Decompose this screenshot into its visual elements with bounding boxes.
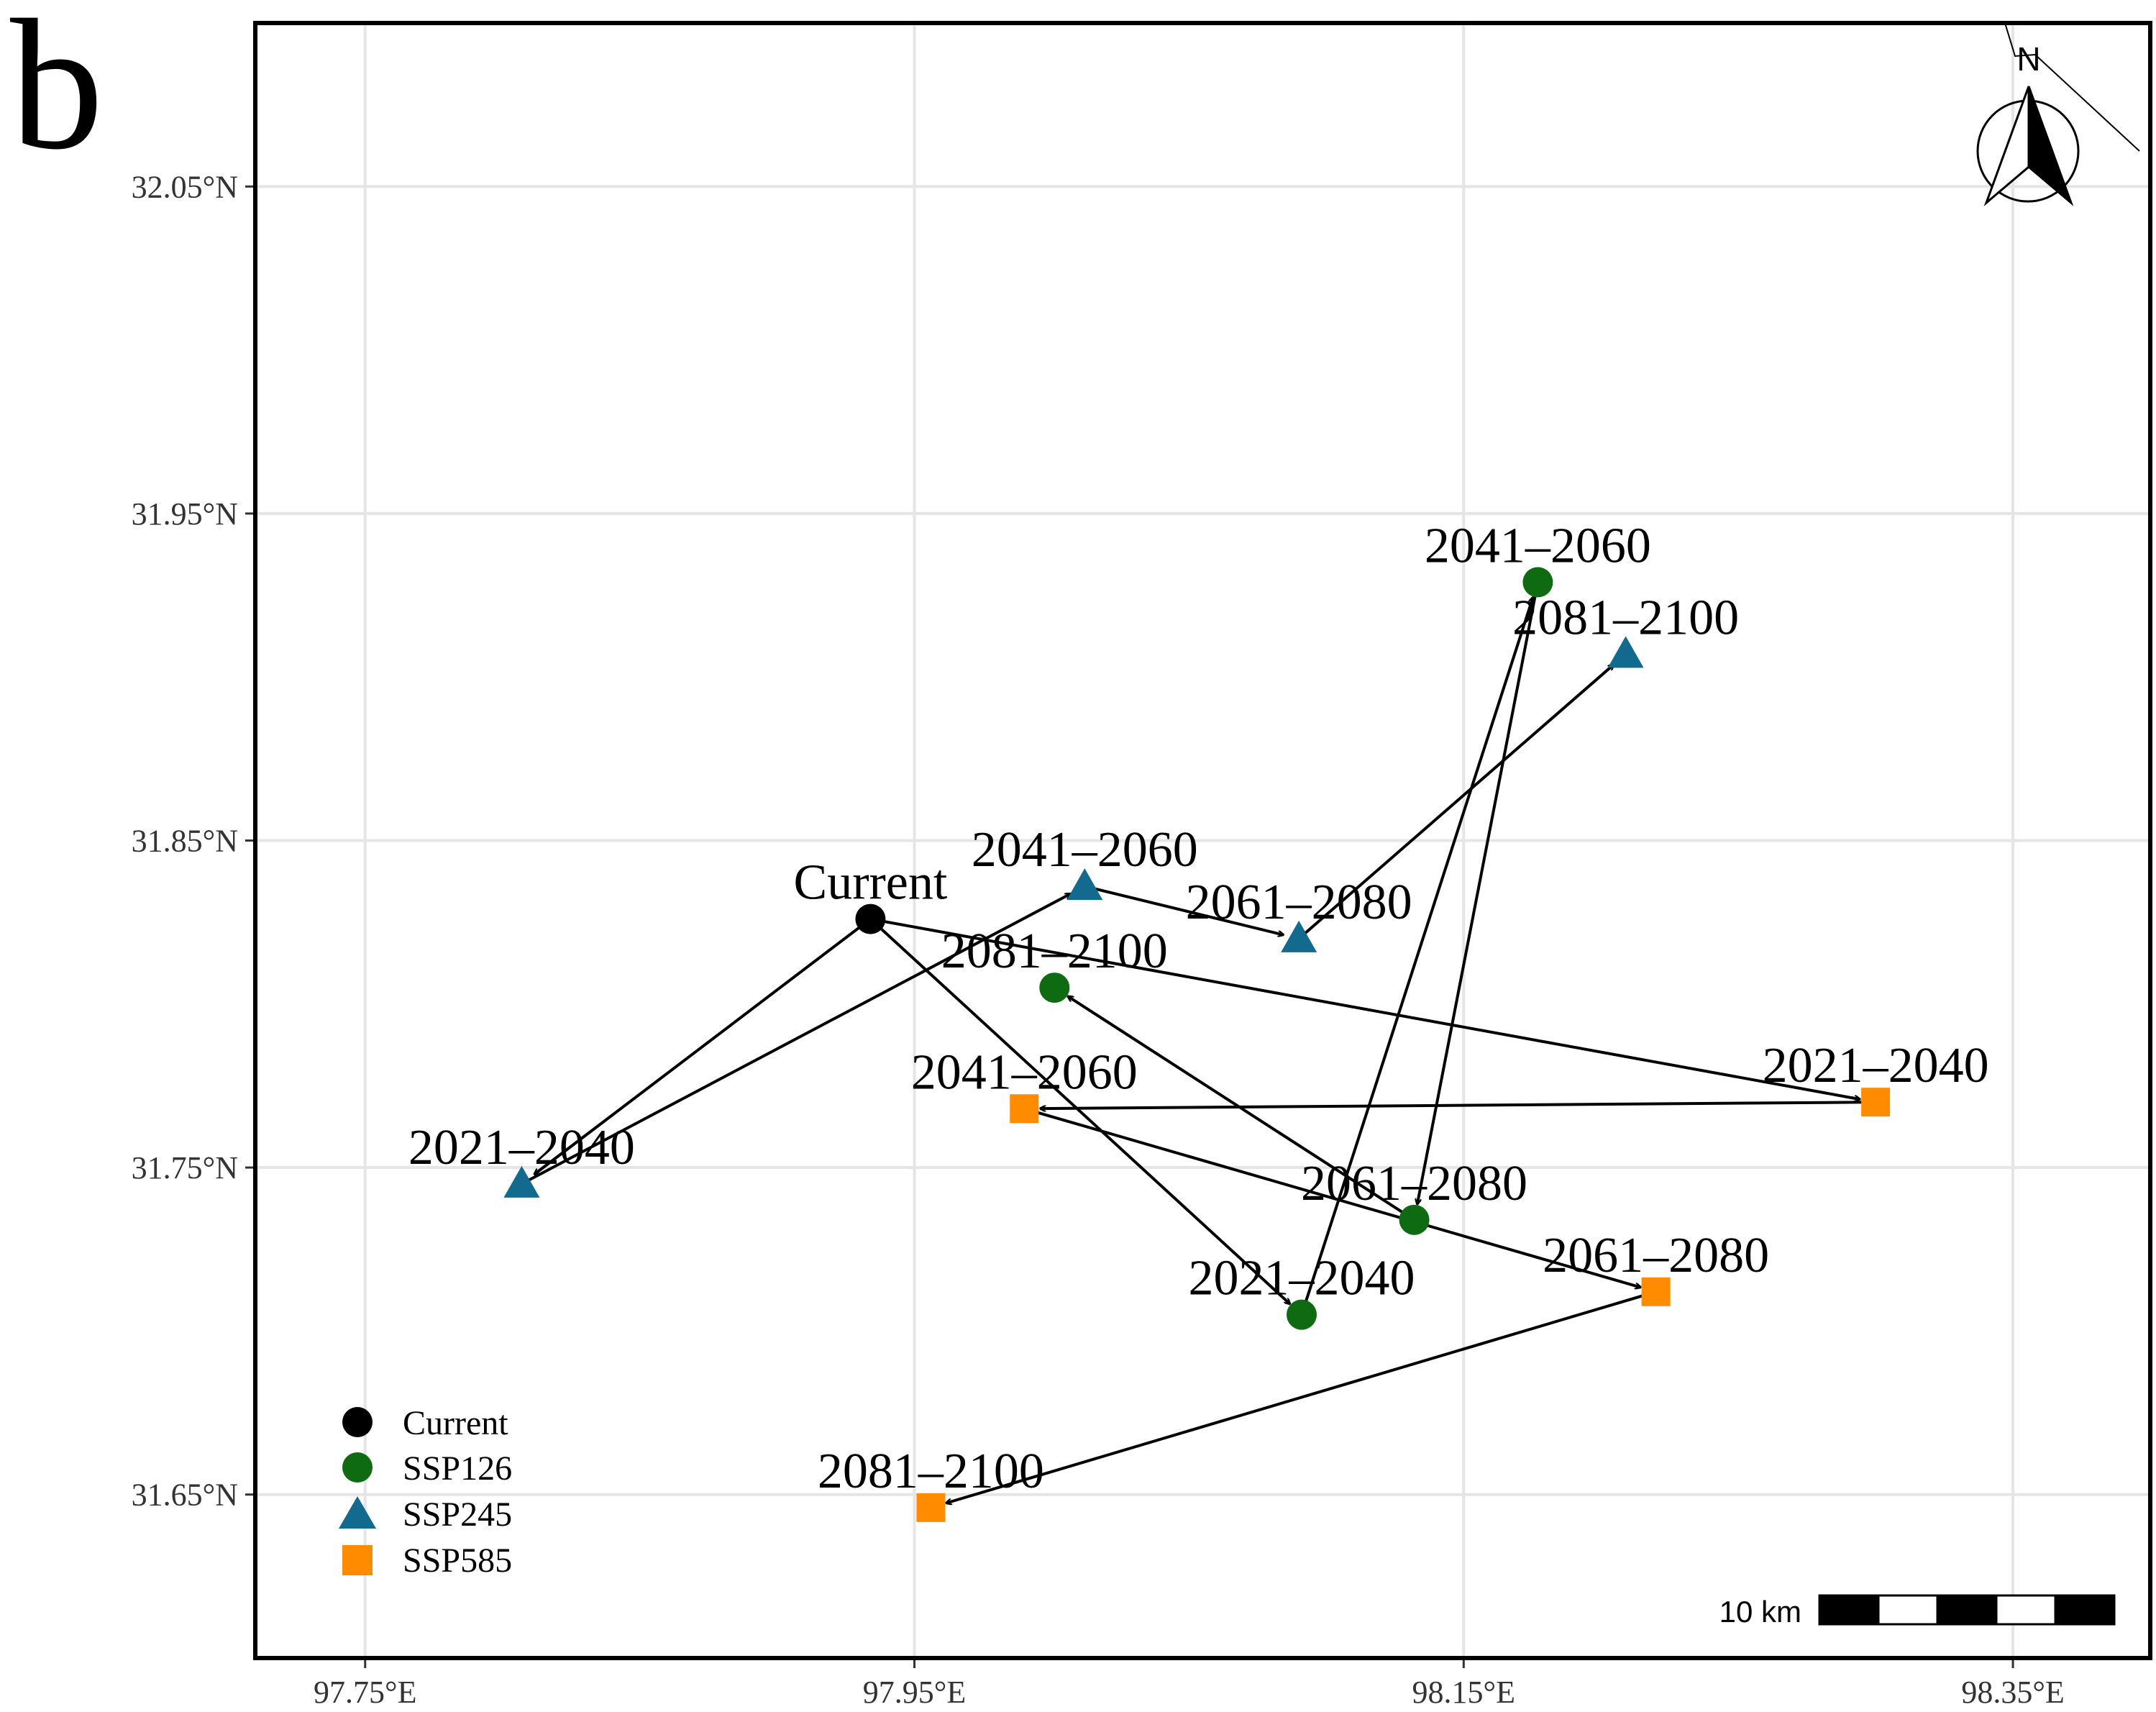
legend-marker-ssp585	[342, 1545, 373, 1575]
legend-label-ssp585: SSP585	[403, 1542, 512, 1580]
marker-ssp585-2041-2060	[1010, 1094, 1039, 1124]
label-ssp585-2021-2040: 2021–2040	[1763, 1038, 1989, 1093]
shift-arrow-ssp126-2041-2060	[1300, 597, 1533, 1316]
scale-bar: 10 km	[1719, 1594, 2116, 1629]
shift-arrow-ssp126-2021-2040	[869, 918, 1289, 1304]
gridlines	[255, 23, 2150, 1658]
scale-bar-segment-1	[1818, 1594, 1880, 1626]
label-ssp245-2081-2100: 2081–2100	[1512, 590, 1739, 645]
y-tick-label: 31.85°N	[132, 824, 238, 859]
shift-arrow-ssp126-2061-2080	[1417, 581, 1540, 1204]
marker-ssp126-2061-2080	[1399, 1204, 1430, 1235]
marker-ssp245-2081-2100	[1607, 636, 1644, 668]
marker-ssp585-2061-2080	[1641, 1277, 1671, 1306]
x-tick-label: 97.95°E	[863, 1675, 966, 1710]
label-ssp585-2041-2060: 2041–2060	[911, 1044, 1138, 1100]
label-ssp245-2061-2080: 2061–2080	[1186, 875, 1412, 930]
label-ssp245-2021-2040: 2021–2040	[408, 1120, 635, 1175]
shift-paths	[521, 581, 1876, 1503]
marker-ssp126-2021-2040	[1286, 1299, 1317, 1330]
plot-frame	[253, 21, 2152, 1660]
legend-label-ssp245: SSP245	[403, 1495, 512, 1534]
region-boundary	[2004, 22, 2140, 152]
panel-label: b	[10, 0, 104, 188]
label-ssp126-2041-2060: 2041–2060	[1425, 518, 1651, 573]
marker-ssp126-2081-2100	[1039, 973, 1070, 1003]
label-ssp585-2081-2100: 2081–2100	[818, 1444, 1044, 1499]
marker-ssp585-2021-2040	[1861, 1088, 1891, 1117]
shift-arrow-ssp245-2061-2080	[1084, 885, 1283, 935]
marker-ssp245-2041-2060	[1066, 868, 1103, 901]
marker-ssp245-2061-2080	[1281, 920, 1317, 952]
scale-bar-segment-2	[1877, 1594, 1939, 1626]
scale-bar-label: 10 km	[1719, 1595, 1801, 1629]
marker-ssp126-2041-2060	[1522, 567, 1553, 598]
shift-arrow-ssp245-2041-2060	[521, 892, 1070, 1185]
label-ssp126-2081-2100: 2081–2100	[941, 924, 1168, 979]
scale-bar-segment-4	[1995, 1594, 2057, 1626]
label-ssp585-2061-2080: 2061–2080	[1543, 1228, 1769, 1283]
legend-marker-current	[342, 1407, 373, 1437]
shift-arrow-ssp585-2021-2040	[870, 917, 1860, 1100]
legend: Current SSP126 SSP245 SSP585	[339, 1404, 512, 1580]
legend-marker-ssp245	[339, 1496, 376, 1529]
legend-label-ssp126: SSP126	[403, 1449, 512, 1488]
shift-arrow-ssp585-2041-2060	[1040, 1101, 1876, 1108]
label-ssp126-2061-2080: 2061–2080	[1301, 1156, 1527, 1211]
label-current: Current	[794, 855, 948, 911]
north-arrow: N	[1976, 40, 2080, 206]
shift-arrow-ssp585-2081-2100	[946, 1290, 1657, 1503]
x-tick-label: 97.75°E	[314, 1675, 416, 1710]
scale-bar-segment-5	[2054, 1594, 2116, 1626]
x-tick-label: 98.15°E	[1412, 1675, 1515, 1710]
marker-ssp245-2021-2040	[503, 1165, 540, 1198]
y-tick-label: 31.75°N	[132, 1150, 238, 1185]
y-tick-label: 31.95°N	[132, 496, 238, 532]
north-arrow-right-half	[2027, 86, 2074, 206]
centroid-markers	[503, 567, 1891, 1522]
north-arrow-label: N	[2016, 40, 2040, 78]
marker-ssp585-2081-2100	[916, 1493, 946, 1522]
shift-arrow-ssp585-2061-2080	[1023, 1107, 1640, 1287]
shift-arrow-ssp245-2021-2040	[534, 918, 872, 1175]
shift-arrow-ssp245-2081-2100	[1297, 665, 1614, 940]
marker-current	[855, 903, 886, 934]
legend-marker-ssp126	[342, 1452, 373, 1483]
label-ssp245-2041-2060: 2041–2060	[972, 822, 1198, 878]
scale-bar-segment-3	[1936, 1594, 1998, 1626]
label-ssp126-2021-2040: 2021–2040	[1188, 1251, 1415, 1306]
y-tick-label: 32.05°N	[132, 169, 238, 204]
point-labels: Current2021–20402041–20602061–20802081–2…	[408, 518, 1989, 1499]
x-tick-label: 98.35°E	[1961, 1675, 2064, 1710]
y-tick-label: 31.65°N	[132, 1477, 238, 1513]
legend-label-current: Current	[403, 1404, 508, 1442]
axis-ticks: 97.75°E 97.95°E 98.15°E 98.35°E 31.65°N 31.75…	[132, 169, 2065, 1710]
